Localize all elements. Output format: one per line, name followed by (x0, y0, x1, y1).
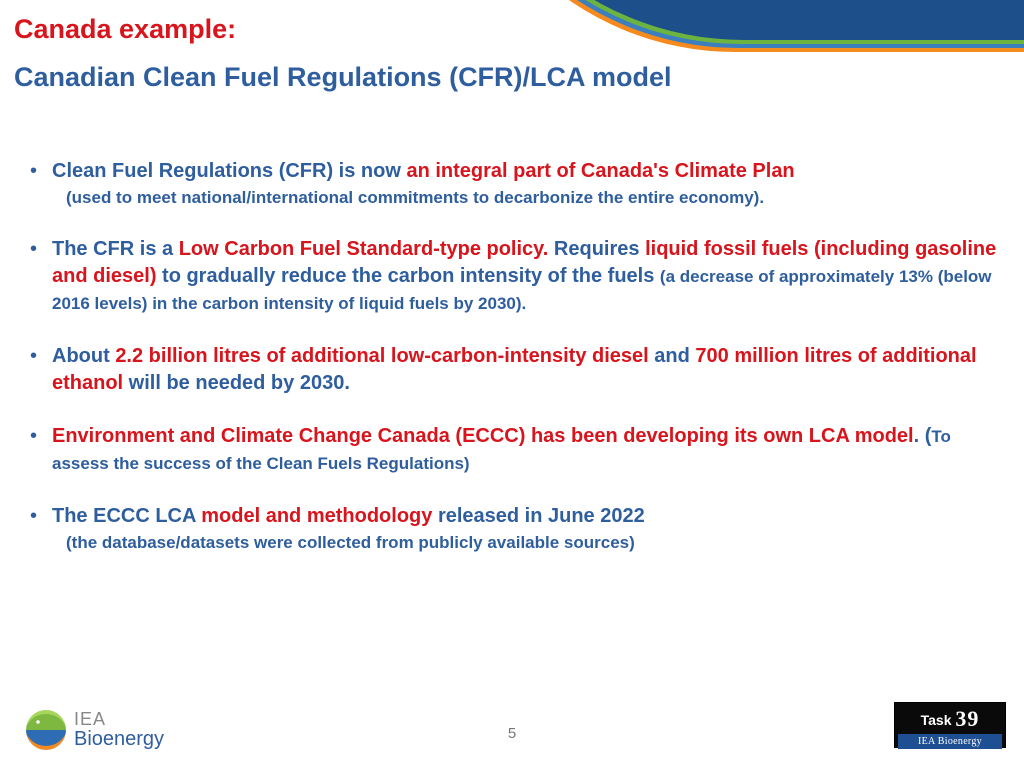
b4-p2: . ( (914, 425, 932, 447)
title-blue: Canadian Clean Fuel Regulations (CFR)/LC… (14, 62, 672, 93)
b2-p2: Low Carbon Fuel Standard-type policy. (179, 238, 554, 260)
decorative-swoosh (604, 0, 1024, 60)
b5-sub: (the database/datasets were collected fr… (52, 532, 998, 555)
b2-p1: The CFR is a (52, 238, 179, 260)
swoosh-arc-green (444, 0, 1024, 44)
swoosh-arc-dark (444, 0, 1024, 40)
title-red: Canada example: (14, 14, 236, 45)
b5-p3: released in June 2022 (438, 505, 645, 527)
b1-text-blue: Clean Fuel Regulations (CFR) is now (52, 160, 406, 182)
b3-p5: will be needed by 2030. (129, 372, 350, 394)
b5-p1: The ECCC LCA (52, 505, 201, 527)
b1-text-red: an integral part of Canada's Climate Pla… (406, 160, 794, 182)
bullet-3: About 2.2 billion litres of additional l… (26, 343, 998, 397)
b3-p1: About (52, 345, 115, 367)
bullet-2: The CFR is a Low Carbon Fuel Standard-ty… (26, 236, 998, 317)
b5-p2: model and methodology (201, 505, 438, 527)
bullet-4: Environment and Climate Change Canada (E… (26, 423, 998, 477)
b2-p5: to gradually reduce the carbon intensity… (162, 265, 660, 287)
logo-right-line2: IEA Bioenergy (898, 734, 1002, 749)
b1-subtext: (used to meet national/international com… (52, 187, 998, 210)
footer: IEA Bioenergy 5 Task 39 IEA Bioenergy (0, 696, 1024, 756)
b3-p3: and (654, 345, 695, 367)
b4-p1: Environment and Climate Change Canada (E… (52, 425, 914, 447)
logo-task39: Task 39 IEA Bioenergy (894, 702, 1006, 748)
slide: Canada example: Canadian Clean Fuel Regu… (0, 0, 1024, 768)
b2-p3: Requires (554, 238, 645, 260)
b3-p2: 2.2 billion litres of additional low-car… (115, 345, 654, 367)
logo-right-task-label: Task (921, 712, 956, 728)
bullet-5: The ECCC LCA model and methodology relea… (26, 503, 998, 555)
page-number: 5 (0, 725, 1024, 742)
logo-right-line1: Task 39 (895, 706, 1005, 732)
swoosh-arc-blue (444, 0, 1024, 48)
bullet-1: Clean Fuel Regulations (CFR) is now an i… (26, 158, 998, 210)
content-area: Clean Fuel Regulations (CFR) is now an i… (26, 158, 998, 581)
logo-right-task-number: 39 (955, 706, 979, 731)
swoosh-arc-orange (444, 0, 1024, 52)
bullet-list: Clean Fuel Regulations (CFR) is now an i… (26, 158, 998, 555)
